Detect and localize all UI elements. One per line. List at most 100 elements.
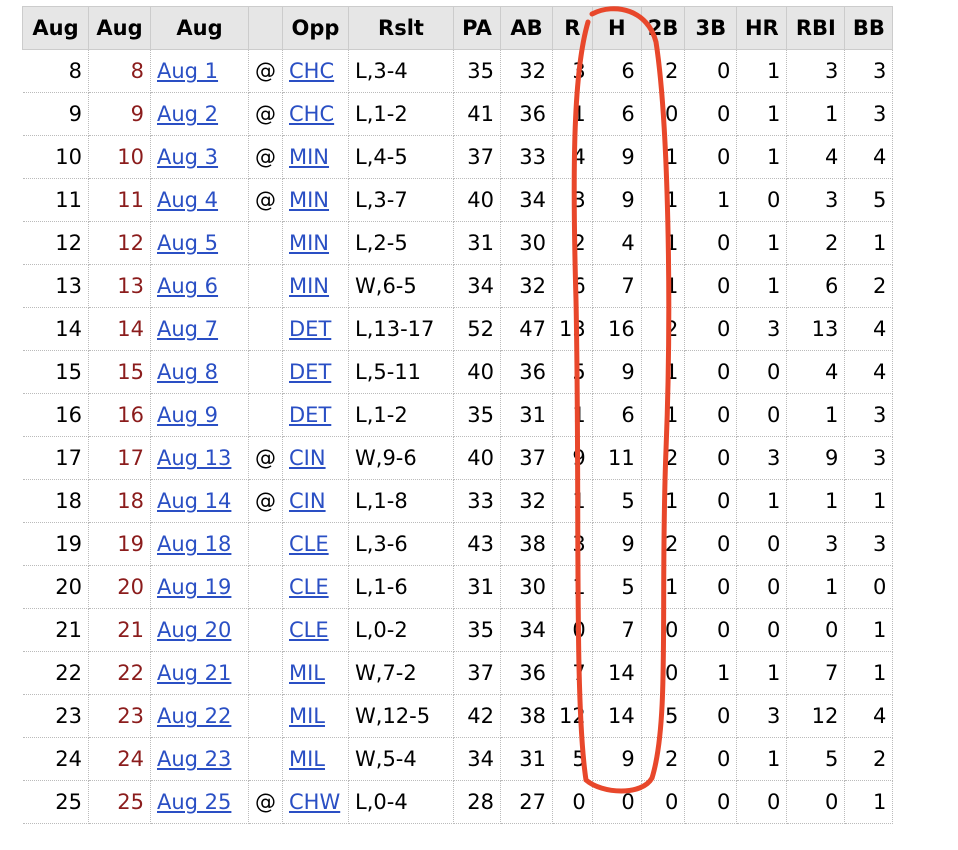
opponent-link[interactable]: CLE xyxy=(289,618,329,642)
cell: 31 xyxy=(453,221,501,265)
opponent-link[interactable]: CIN xyxy=(289,446,326,470)
date-link[interactable]: Aug 23 xyxy=(157,747,232,771)
opponent-link[interactable]: DET xyxy=(289,403,332,427)
opponent-link[interactable]: CLE xyxy=(289,532,329,556)
column-header: 2B xyxy=(640,6,686,50)
opponent-link[interactable]: MIL xyxy=(289,704,326,728)
game-row: 9 9 Aug 2 @ CHC L,1-2 41 36 1 6 0 0 1 1 3 xyxy=(22,92,894,136)
cell: 33 xyxy=(453,479,501,523)
cell: 3 xyxy=(844,92,894,136)
cell: @ xyxy=(248,479,283,523)
game-row: 15 15 Aug 8 DET L,5-11 40 36 5 9 1 0 0 4 4 xyxy=(22,350,894,394)
opponent-link[interactable]: MIL xyxy=(289,661,326,685)
column-header: AB xyxy=(500,6,553,50)
cell: 0 xyxy=(684,436,738,480)
cell: 32 xyxy=(500,264,553,308)
column-header: BB xyxy=(844,6,894,50)
cell: 36 xyxy=(500,651,553,695)
cell: 12 xyxy=(552,694,593,738)
cell: 1 xyxy=(641,565,686,609)
cell: @ xyxy=(248,780,283,824)
cell: 40 xyxy=(453,436,501,480)
opponent-link[interactable]: MIL xyxy=(289,747,326,771)
cell: 0 xyxy=(684,135,738,179)
date-link[interactable]: Aug 14 xyxy=(157,489,232,513)
cell: 0 xyxy=(844,565,894,609)
opponent-link[interactable]: MIN xyxy=(289,274,330,298)
cell: Aug 13 xyxy=(150,436,249,480)
cell: 0 xyxy=(684,221,738,265)
cell: Aug 4 xyxy=(150,178,249,222)
cell: 15 xyxy=(88,350,151,394)
opponent-link[interactable]: CIN xyxy=(289,489,326,513)
cell xyxy=(248,651,283,695)
cell: 3 xyxy=(844,393,894,437)
cell: DET xyxy=(282,307,349,351)
cell: 24 xyxy=(88,737,151,781)
cell: 0 xyxy=(684,479,738,523)
cell: Aug 5 xyxy=(150,221,249,265)
cell: 0 xyxy=(736,780,788,824)
cell: 6 xyxy=(592,92,642,136)
opponent-link[interactable]: CHC xyxy=(289,59,335,83)
opponent-link[interactable]: MIN xyxy=(289,231,330,255)
cell: 8 xyxy=(22,49,89,93)
cell: 0 xyxy=(684,608,738,652)
cell: Aug 19 xyxy=(150,565,249,609)
cell: 1 xyxy=(844,221,894,265)
cell: 5 xyxy=(592,565,642,609)
date-link[interactable]: Aug 4 xyxy=(157,188,219,212)
column-header: HR xyxy=(736,6,788,50)
cell: MIL xyxy=(282,694,349,738)
date-link[interactable]: Aug 13 xyxy=(157,446,232,470)
cell: CLE xyxy=(282,522,349,566)
cell: 25 xyxy=(22,780,89,824)
opponent-link[interactable]: CHW xyxy=(289,790,341,814)
cell: L,3-6 xyxy=(348,522,454,566)
cell: MIN xyxy=(282,135,349,179)
opponent-link[interactable]: MIN xyxy=(289,145,330,169)
opponent-link[interactable]: CHC xyxy=(289,102,335,126)
cell: 0 xyxy=(786,608,846,652)
cell: 3 xyxy=(844,436,894,480)
cell: 0 xyxy=(736,393,788,437)
date-link[interactable]: Aug 25 xyxy=(157,790,232,814)
cell: 14 xyxy=(592,694,642,738)
cell: 11 xyxy=(592,436,642,480)
cell: 52 xyxy=(453,307,501,351)
date-link[interactable]: Aug 19 xyxy=(157,575,232,599)
cell: 13 xyxy=(786,307,846,351)
column-header: 3B xyxy=(684,6,738,50)
date-link[interactable]: Aug 8 xyxy=(157,360,219,384)
game-row: 8 8 Aug 1 @ CHC L,3-4 35 32 3 6 2 0 1 3 3 xyxy=(22,49,894,93)
opponent-link[interactable]: MIN xyxy=(289,188,330,212)
cell: 25 xyxy=(88,780,151,824)
opponent-link[interactable]: DET xyxy=(289,360,332,384)
cell xyxy=(248,737,283,781)
date-link[interactable]: Aug 21 xyxy=(157,661,232,685)
date-link[interactable]: Aug 1 xyxy=(157,59,219,83)
opponent-link[interactable]: CLE xyxy=(289,575,329,599)
date-link[interactable]: Aug 3 xyxy=(157,145,219,169)
cell: L,1-6 xyxy=(348,565,454,609)
date-link[interactable]: Aug 22 xyxy=(157,704,232,728)
cell: L,0-4 xyxy=(348,780,454,824)
game-row: 21 21 Aug 20 CLE L,0-2 35 34 0 7 0 0 0 0 1 xyxy=(22,608,894,652)
cell: 19 xyxy=(22,522,89,566)
cell: 43 xyxy=(453,522,501,566)
date-link[interactable]: Aug 5 xyxy=(157,231,219,255)
cell: 11 xyxy=(88,178,151,222)
date-link[interactable]: Aug 6 xyxy=(157,274,219,298)
date-link[interactable]: Aug 18 xyxy=(157,532,232,556)
cell: 10 xyxy=(88,135,151,179)
column-header: Aug xyxy=(150,6,249,50)
opponent-link[interactable]: DET xyxy=(289,317,332,341)
date-link[interactable]: Aug 20 xyxy=(157,618,232,642)
cell: 13 xyxy=(22,264,89,308)
date-link[interactable]: Aug 9 xyxy=(157,403,219,427)
date-link[interactable]: Aug 2 xyxy=(157,102,219,126)
cell: 15 xyxy=(22,350,89,394)
cell: 1 xyxy=(736,737,788,781)
date-link[interactable]: Aug 7 xyxy=(157,317,219,341)
cell: Aug 22 xyxy=(150,694,249,738)
